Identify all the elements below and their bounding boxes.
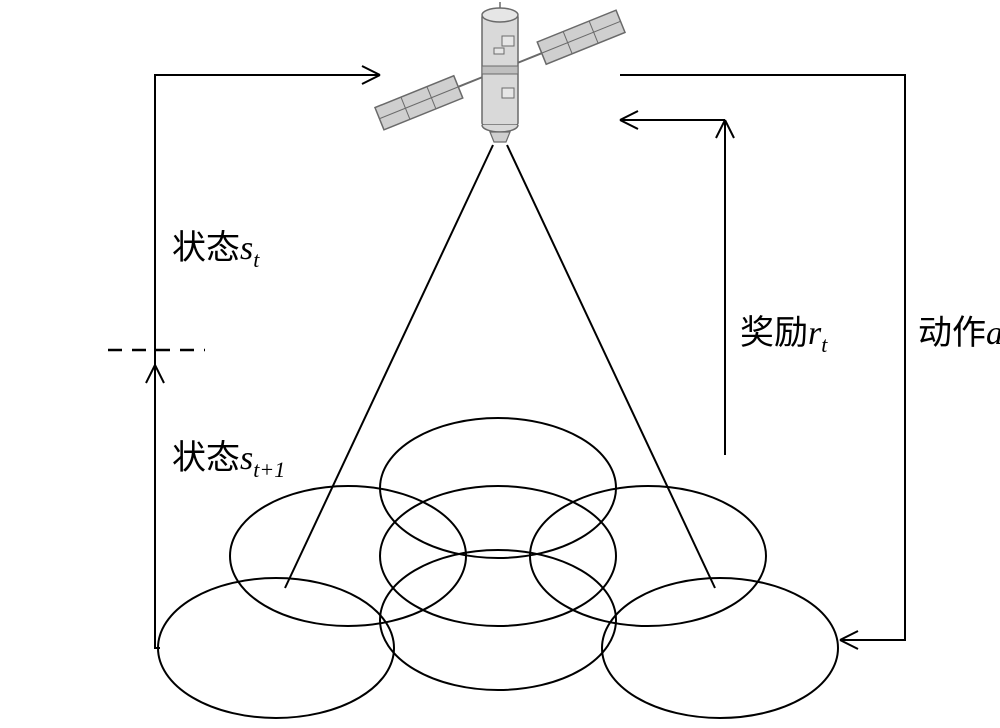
label-state-t-prefix: 状态 xyxy=(172,230,240,267)
label-action-var: a xyxy=(986,315,1000,352)
label-state-t1: 状态st+1 xyxy=(172,430,285,483)
label-state-t1-var: s xyxy=(240,440,253,477)
label-reward-var: r xyxy=(808,315,821,352)
label-state-t: 状态st xyxy=(172,220,259,273)
label-reward-prefix: 奖励 xyxy=(740,315,808,352)
cone-right xyxy=(507,145,715,588)
label-action-prefix: 动作 xyxy=(918,315,986,352)
cone-left xyxy=(285,145,493,588)
reward-arrow xyxy=(620,111,734,455)
diagram-svg xyxy=(0,0,1000,728)
label-reward-sub: t xyxy=(821,332,827,357)
label-state-t1-sub: t+1 xyxy=(253,457,285,482)
label-action: 动作at xyxy=(918,305,1000,358)
label-reward: 奖励rt xyxy=(740,305,827,358)
satellite xyxy=(375,2,625,142)
label-state-t-var: s xyxy=(240,230,253,267)
diagram-canvas: 状态st 状态st+1 奖励rt 动作at xyxy=(0,0,1000,728)
label-state-t-sub: t xyxy=(253,247,259,272)
left-loop xyxy=(146,66,380,648)
label-state-t1-prefix: 状态 xyxy=(172,440,240,477)
action-arrow xyxy=(620,75,905,649)
